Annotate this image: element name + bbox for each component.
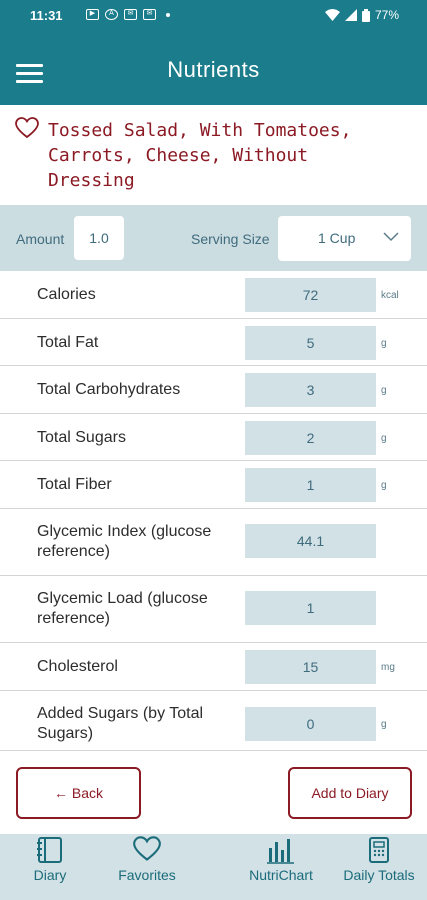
status-time: 11:31 (30, 8, 63, 23)
nutrient-row: Total Carbohydrates 3 g (0, 366, 427, 414)
wifi-icon (324, 9, 340, 21)
system-icons: 77% (324, 8, 399, 22)
nutrient-row: Total Fat 5 g (0, 319, 427, 366)
bar-chart-icon (267, 839, 294, 864)
nav-item-favorites[interactable]: Favorites (102, 834, 192, 900)
nutrient-unit: g (381, 480, 387, 491)
notification-icons: ▶ A ✉ ✉ (86, 9, 170, 20)
amount-input[interactable] (74, 216, 124, 260)
nav-item-daily-totals[interactable]: Daily Totals (334, 834, 424, 900)
nutrient-value: 1 (245, 591, 376, 625)
nav-item-diary[interactable]: Diary (10, 834, 90, 900)
serving-size-select[interactable]: 1 Cup (278, 216, 411, 261)
nutrient-unit: g (381, 385, 387, 396)
heart-icon (133, 836, 161, 861)
food-name: Tossed Salad, With Tomatoes, Carrots, Ch… (48, 120, 352, 191)
nutrient-value: 72 (245, 278, 376, 312)
serving-controls: Amount Serving Size 1 Cup (0, 205, 427, 271)
nutrient-row: Added Sugars (by Total Sugars) 0 g (0, 691, 427, 750)
nutrient-unit: kcal (381, 290, 399, 301)
nutrient-unit: g (381, 719, 387, 730)
favorite-heart-icon[interactable] (15, 117, 39, 139)
diary-icon (37, 837, 62, 863)
mail-icon-2: ✉ (143, 9, 156, 20)
nutrient-row: Glycemic Load (glucose reference) 1 (0, 576, 427, 643)
battery-percent: 77% (374, 8, 399, 22)
back-button[interactable]: ← Back (16, 767, 141, 819)
action-area: ← Back Add to Diary (0, 750, 427, 834)
nutrient-unit: g (381, 338, 387, 349)
nutrient-row: Total Sugars 2 g (0, 414, 427, 461)
nutrient-row: Calories 72 kcal (0, 271, 427, 319)
amount-label: Amount (16, 231, 65, 247)
bottom-nav: Diary Favorites NutriChart Daily Totals (0, 834, 427, 900)
nutrient-label: Calories (37, 286, 96, 303)
nutrient-label: Total Sugars (37, 429, 126, 446)
nutrient-row: Glycemic Index (glucose reference) 44.1 (0, 509, 427, 576)
nutrient-label: Added Sugars (by Total Sugars) (37, 705, 204, 742)
nutrient-row: Cholesterol 15 mg (0, 643, 427, 691)
nav-item-nutrichart[interactable]: NutriChart (236, 834, 326, 900)
food-header: Tossed Salad, With Tomatoes, Carrots, Ch… (0, 105, 427, 205)
add-to-diary-button[interactable]: Add to Diary (288, 767, 412, 819)
calculator-icon (369, 837, 389, 863)
nutrient-unit: g (381, 433, 387, 444)
a-icon: A (105, 9, 118, 20)
serving-size-label: Serving Size (191, 231, 270, 247)
nutrient-label: Total Fat (37, 334, 99, 351)
nutrient-label: Total Carbohydrates (37, 381, 181, 398)
page-title: Nutrients (167, 57, 260, 82)
more-dot-icon (166, 12, 170, 17)
hamburger-menu-icon[interactable] (16, 64, 44, 84)
nutrient-value: 15 (245, 650, 376, 684)
nav-label-nutrichart: NutriChart (249, 867, 313, 883)
nutrient-value: 0 (245, 707, 376, 741)
nutrient-value: 5 (245, 326, 376, 360)
nutrient-unit: mg (381, 662, 395, 673)
nutrient-row: Total Fiber 1 g (0, 461, 427, 509)
nav-label-favorites: Favorites (118, 867, 176, 883)
signal-icon (344, 9, 357, 21)
nutrient-value: 44.1 (245, 524, 376, 558)
nutrient-value: 3 (245, 373, 376, 407)
nutrient-list: Calories 72 kcal Total Fat 5 g Total Car… (0, 271, 427, 750)
nutrient-value: 1 (245, 468, 376, 502)
nutrient-value: 2 (245, 421, 376, 455)
nav-label-daily-totals: Daily Totals (343, 867, 415, 883)
nav-label-diary: Diary (33, 867, 67, 883)
chevron-down-icon (383, 232, 399, 242)
status-bar: 11:31 ▶ A ✉ ✉ 77% (0, 0, 427, 32)
battery-icon (361, 8, 370, 22)
nutrient-label: Glycemic Index (glucose reference) (37, 523, 212, 560)
nutrient-label: Glycemic Load (glucose reference) (37, 590, 208, 627)
app-bar: Nutrients (0, 32, 427, 105)
serving-size-value: 1 Cup (318, 230, 356, 246)
mail-icon: ✉ (124, 9, 137, 20)
nutrient-label: Cholesterol (37, 658, 118, 675)
nutrient-label: Total Fiber (37, 476, 112, 493)
youtube-icon: ▶ (86, 9, 99, 20)
